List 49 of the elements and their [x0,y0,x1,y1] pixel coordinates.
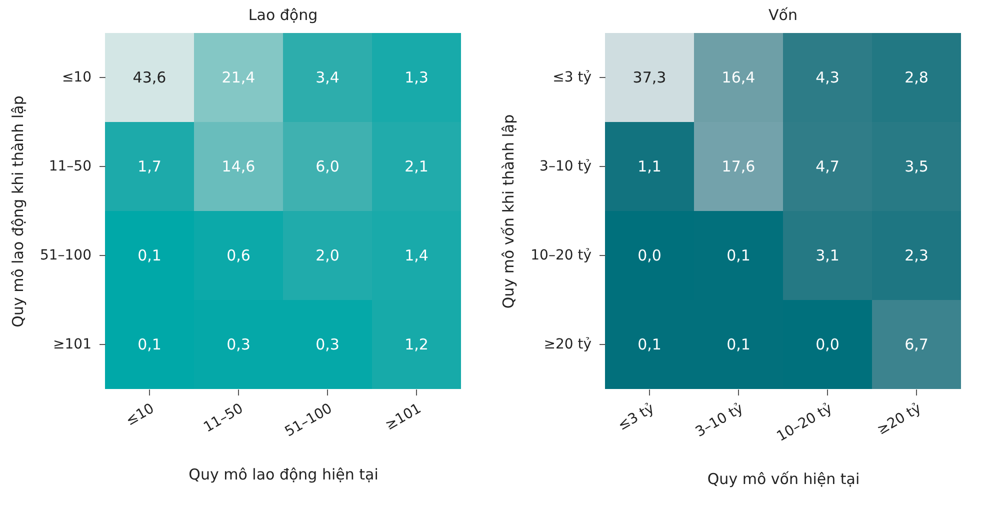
data-label: 0,0 [638,246,662,264]
data-label: 0,1 [138,246,162,264]
data-label: 0,3 [316,336,340,354]
y-tick-label: 3–10 tỷ [540,158,592,174]
data-label: 2,0 [316,246,340,264]
data-label: 4,7 [816,158,840,176]
y-tick-label: ≤3 tỷ [552,70,592,86]
data-label: 0,1 [138,336,162,354]
data-label: 43,6 [132,68,166,86]
x-axis-title: Quy mô lao động hiện tại [188,465,378,484]
data-label: 3,4 [316,68,340,86]
data-label: 6,0 [316,158,340,176]
data-label: 17,6 [722,158,756,176]
y-tick-label: ≤10 [62,70,92,86]
y-tick-label: 11–50 [48,158,92,174]
data-label: 1,1 [638,158,662,176]
x-axis-title: Quy mô vốn hiện tại [707,470,860,488]
data-label: 6,7 [904,336,928,354]
data-label: 1,4 [404,246,428,264]
data-label: 0,1 [638,336,662,354]
y-axis-title: Quy mô vốn khi thành lập [500,114,518,309]
x-tick-label: ≥20 tỷ [874,400,924,438]
data-label: 3,1 [816,246,840,264]
x-tick-label: ≤10 [123,400,157,430]
data-label: 16,4 [722,68,756,86]
data-label: 14,6 [222,158,256,176]
data-label: 0,3 [226,336,250,354]
y-tick-label: 10–20 tỷ [530,248,592,264]
data-label: 0,6 [226,246,250,264]
data-label: 4,3 [816,68,840,86]
data-label: 0,1 [726,246,750,264]
data-label: 1,3 [404,68,428,86]
data-label: 2,3 [904,246,928,264]
chart-title: Vốn [768,6,798,24]
data-label: 37,3 [632,68,666,86]
x-tick-label: ≤3 tỷ [615,400,657,434]
y-axis-title: Quy mô lao động khi thành lập [8,96,27,328]
y-tick-label: 51–100 [40,248,92,264]
chart-title: Lao động [248,6,318,24]
data-label: 2,1 [404,158,428,176]
data-label: 0,0 [816,336,840,354]
y-tick-label: ≥101 [53,336,92,352]
data-label: 0,1 [726,336,750,354]
data-label: 1,2 [404,336,428,354]
data-label: 2,8 [904,68,928,86]
data-label: 3,5 [904,158,928,176]
data-label: 1,7 [138,158,162,176]
y-tick-label: ≥20 tỷ [544,336,592,352]
data-label: 21,4 [222,68,256,86]
